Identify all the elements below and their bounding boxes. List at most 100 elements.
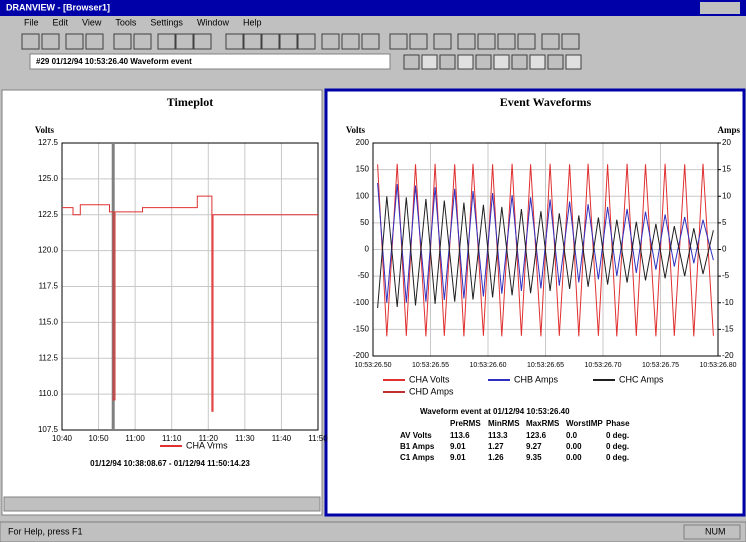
tool-button[interactable] [114,34,131,49]
tool-button[interactable] [478,34,495,49]
row-label: B1 Amps [400,442,435,451]
y2-tick-label: 5 [722,218,727,227]
row-label: C1 Amps [400,453,435,462]
nav-button[interactable] [494,55,509,69]
y2-tick-label: -10 [722,298,734,307]
menu-item[interactable]: File [24,17,39,27]
table-title: Waveform event at 01/12/94 10:53:26.40 [420,407,570,416]
tool-button[interactable] [226,34,243,49]
tool-button[interactable] [322,34,339,49]
x-tick-label: 11:40 [272,434,292,443]
timeplot-window[interactable] [2,90,322,515]
y-tick-label: 150 [356,165,370,174]
y-tick-label: 112.5 [39,353,59,362]
chart-title: Timeplot [167,95,213,109]
y-tick-label: 117.5 [39,282,59,291]
table-header: MaxRMS [526,419,560,428]
tool-button[interactable] [280,34,297,49]
y2-tick-label: 0 [722,245,727,254]
time-range: 01/12/94 10:38:08.67 - 01/12/94 11:50:14… [90,459,250,468]
nav-button[interactable] [404,55,419,69]
table-cell: 0 deg. [606,442,629,451]
y-tick-label: -150 [353,324,370,333]
title-bar [0,0,746,16]
menu-item[interactable]: Edit [53,17,69,27]
x-tick-label: 10:53:26.75 [642,362,679,369]
y-tick-label: -200 [353,351,370,360]
menu-item[interactable]: Help [243,17,262,27]
tool-button[interactable] [410,34,427,49]
menu-item[interactable]: Window [197,17,230,27]
nav-button[interactable] [530,55,545,69]
table-cell: 1.26 [488,453,504,462]
x-tick-label: 10:40 [52,434,73,443]
event-selector: #29 01/12/94 10:53:26.40 Waveform event [36,57,192,66]
nav-button[interactable] [458,55,473,69]
y-axis-label: Volts [35,125,55,135]
y-tick-label: 50 [360,218,369,227]
x-tick-label: 10:53:26.55 [412,362,449,369]
x-tick-label: 10:50 [89,434,110,443]
legend-entry: CHB Amps [514,374,559,384]
tool-button[interactable] [262,34,279,49]
menu-item[interactable]: Tools [115,17,137,27]
tool-button[interactable] [158,34,175,49]
tool-button[interactable] [134,34,151,49]
table-cell: 0 deg. [606,431,629,440]
table-cell: 9.27 [526,442,542,451]
table-cell: 0.0 [566,431,578,440]
status-text: For Help, press F1 [8,526,83,536]
tool-button[interactable] [66,34,83,49]
tool-button[interactable] [194,34,211,49]
scrollbar[interactable] [4,497,320,511]
tool-button[interactable] [390,34,407,49]
y-tick-label: 120.0 [38,246,59,255]
table-header: PreRMS [450,419,481,428]
x-tick-label: 10:53:26.60 [470,362,507,369]
tool-button[interactable] [298,34,315,49]
y-tick-label: 110.0 [39,389,59,398]
tool-button[interactable] [458,34,475,49]
table-cell: 0.00 [566,453,582,462]
nav-button[interactable] [566,55,581,69]
y-tick-label: 200 [356,138,370,147]
nav-button[interactable] [440,55,455,69]
tool-button[interactable] [434,34,451,49]
y-tick-label: 127.5 [38,138,59,147]
legend-entry: CHA Volts [409,374,450,384]
nav-button[interactable] [422,55,437,69]
menu-item[interactable]: View [82,17,102,27]
screen: DRANVIEW - [Browser1] FileEditViewToolsS… [0,0,746,542]
nav-button[interactable] [512,55,527,69]
table-cell: 0 deg. [606,453,629,462]
y-tick-label: 107.5 [38,425,59,434]
menu-item[interactable]: Settings [150,17,183,27]
tool-button[interactable] [498,34,515,49]
tool-button[interactable] [86,34,103,49]
table-cell: 9.01 [450,453,466,462]
window-buttons[interactable] [700,2,740,14]
tool-button[interactable] [176,34,193,49]
table-header: WorstIMP [566,419,603,428]
nav-button[interactable] [476,55,491,69]
table-cell: 113.3 [488,431,508,440]
tool-button[interactable] [362,34,379,49]
tool-button[interactable] [542,34,559,49]
status-indicator: NUM [705,526,726,536]
nav-button[interactable] [548,55,563,69]
x-tick-label: 11:50 [308,434,328,443]
table-header: MinRMS [488,419,520,428]
tool-button[interactable] [42,34,59,49]
tool-button[interactable] [244,34,261,49]
y-tick-label: -100 [353,298,370,307]
table-header: Phase [606,419,630,428]
tool-button[interactable] [342,34,359,49]
tool-button[interactable] [22,34,39,49]
y2-tick-label: 15 [722,165,731,174]
tool-button[interactable] [518,34,535,49]
status-bar [0,522,746,542]
chart-title: Event Waveforms [500,95,592,109]
y-axis-label: Volts [346,125,366,135]
tool-button[interactable] [562,34,579,49]
y2-axis-label: Amps [717,125,740,135]
